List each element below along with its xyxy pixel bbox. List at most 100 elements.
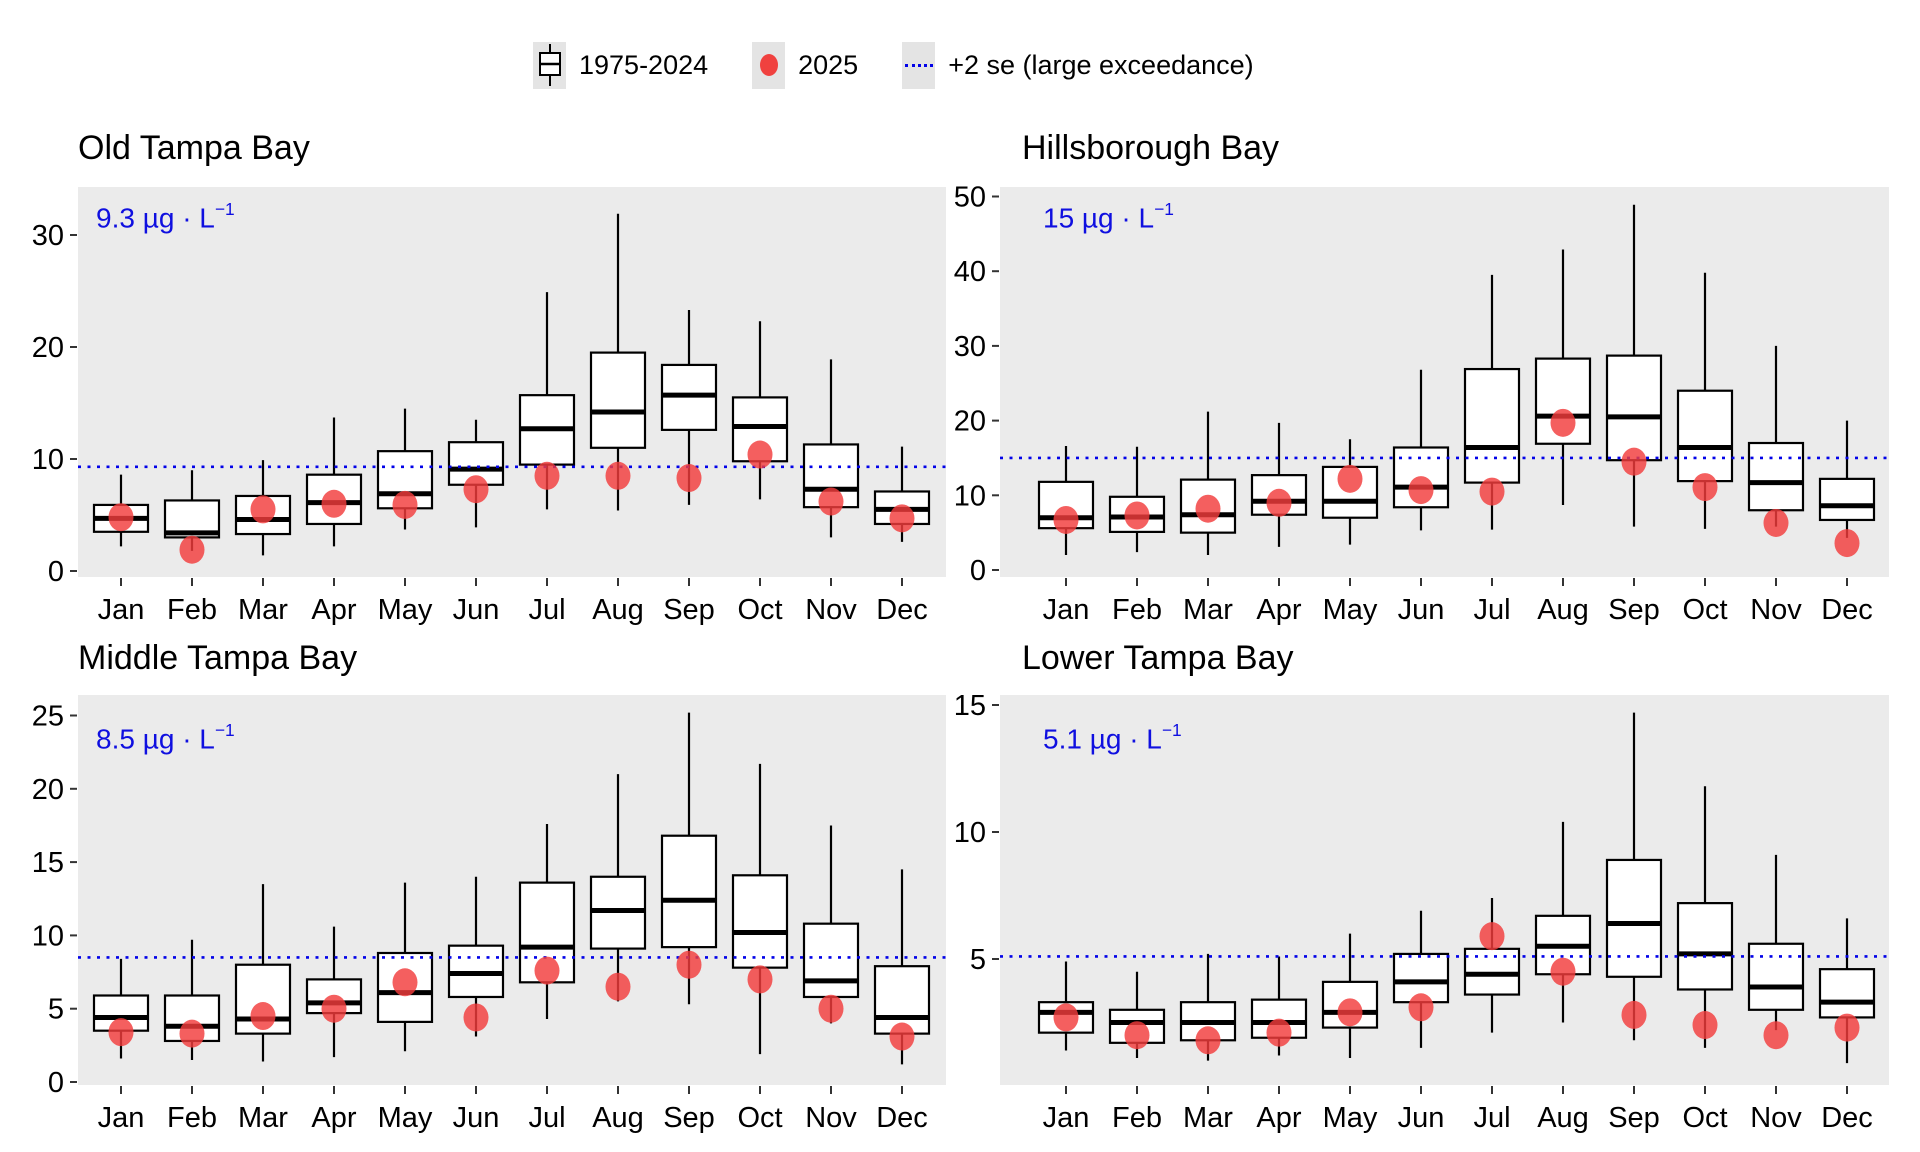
box-jul: [1463, 367, 1521, 484]
panel-title-middle-tampa-bay: Middle Tampa Bay: [78, 639, 358, 677]
dot-2025-mar: [1195, 494, 1221, 523]
dot-2025-jun: [1408, 993, 1434, 1022]
box-sep: [1605, 858, 1663, 978]
dot-2025-apr: [321, 994, 347, 1023]
x-tick-label-jan: Jan: [98, 594, 145, 626]
threshold-label-hillsborough-bay: 15 µg · L−1: [1043, 199, 1174, 234]
box-nov: [1747, 942, 1805, 1011]
dot-2025-jul: [1479, 477, 1505, 506]
y-tick-label: 20: [32, 332, 64, 364]
x-tick-label-feb: Feb: [167, 594, 217, 626]
x-tick-label-jul: Jul: [528, 1102, 565, 1134]
dot-2025-aug: [1550, 408, 1576, 437]
dot-2025-apr: [321, 489, 347, 518]
y-tick-label: 0: [48, 1067, 64, 1099]
panel-title-hillsborough-bay: Hillsborough Bay: [1022, 129, 1280, 167]
dot-2025-oct: [1692, 473, 1718, 502]
dot-2025-mar: [1195, 1026, 1221, 1055]
x-tick-label-aug: Aug: [592, 594, 644, 626]
dot-2025-dec: [1834, 529, 1860, 558]
legend-item-historic: 1975-2024: [533, 41, 708, 89]
dot-2025-may: [1337, 464, 1363, 493]
legend-item-threshold: +2 se (large exceedance): [902, 41, 1254, 89]
legend-item-2025: 2025: [752, 41, 859, 89]
dot-2025-jan: [108, 503, 134, 532]
dot-2025-jun: [1408, 476, 1434, 505]
dot-2025-dec: [889, 504, 915, 533]
x-tick-label-jul: Jul: [528, 594, 565, 626]
x-tick-label-sep: Sep: [663, 594, 715, 626]
dot-2025-jan: [1053, 505, 1079, 534]
x-tick-label-oct: Oct: [737, 1102, 782, 1134]
x-tick-label-nov: Nov: [805, 1102, 857, 1134]
panel-background: [78, 187, 946, 577]
dot-2025-oct: [1692, 1011, 1718, 1040]
dot-2025-feb: [179, 1019, 205, 1048]
box-dec: [1818, 477, 1876, 522]
dot-key-icon: [752, 41, 786, 89]
box-oct: [731, 874, 789, 969]
y-tick-label: 5: [970, 944, 986, 976]
box-sep: [660, 834, 718, 949]
y-tick-label: 5: [48, 994, 64, 1026]
dot-2025-jul: [1479, 922, 1505, 951]
x-tick-label-jun: Jun: [1398, 1102, 1445, 1134]
y-tick-label: 10: [954, 817, 986, 849]
dotted-line-key-icon: [902, 41, 936, 89]
dot-2025-jul: [534, 956, 560, 985]
x-tick-label-jun: Jun: [1398, 594, 1445, 626]
y-tick-label: 30: [32, 220, 64, 252]
boxplot-key-icon: [533, 41, 566, 89]
dot-2025-nov: [818, 994, 844, 1023]
box-oct: [1676, 389, 1734, 483]
dot-2025-sep: [1621, 447, 1647, 476]
y-tick-label: 0: [48, 556, 64, 588]
dot-2025-may: [1337, 998, 1363, 1027]
legend: 1975-2024 2025 +2 se (large exceedance): [533, 40, 1254, 90]
box-oct: [1676, 902, 1734, 991]
dot-2025-jan: [108, 1018, 134, 1047]
x-tick-label-may: May: [378, 594, 433, 626]
box-nov: [802, 922, 860, 999]
panel-background: [78, 695, 946, 1085]
x-tick-label-mar: Mar: [1183, 1102, 1233, 1134]
legend-label-2025: 2025: [798, 49, 859, 80]
dot-2025-nov: [818, 487, 844, 516]
box-aug: [589, 351, 647, 449]
x-tick-label-jan: Jan: [98, 1102, 145, 1134]
y-tick-label: 15: [954, 690, 986, 722]
y-tick-label: 10: [32, 444, 64, 476]
x-tick-label-may: May: [1323, 594, 1378, 626]
dot-2025-sep: [676, 464, 702, 493]
dot-2025-jun: [463, 1003, 489, 1032]
dot-2025-dec: [1834, 1013, 1860, 1042]
x-tick-label-dec: Dec: [1821, 1102, 1873, 1134]
dot-2025-may: [392, 490, 418, 519]
dot-2025-dec: [889, 1022, 915, 1051]
x-tick-label-feb: Feb: [167, 1102, 217, 1134]
x-tick-label-sep: Sep: [663, 1102, 715, 1134]
y-tick-label: 15: [32, 847, 64, 879]
dot-2025-sep: [676, 950, 702, 979]
dot-2025-mar: [250, 495, 276, 524]
dot-2025-apr: [1266, 488, 1292, 517]
x-tick-label-may: May: [378, 1102, 433, 1134]
dot-2025-oct: [747, 965, 773, 994]
x-tick-label-mar: Mar: [1183, 594, 1233, 626]
dot-2025-may: [392, 968, 418, 997]
y-tick-label: 20: [32, 774, 64, 806]
box-jul: [1463, 947, 1521, 996]
dot-2025-feb: [179, 535, 205, 564]
x-tick-label-jun: Jun: [453, 594, 500, 626]
x-tick-label-aug: Aug: [592, 1102, 644, 1134]
dot-2025-aug: [605, 461, 631, 490]
box-nov: [1747, 441, 1805, 512]
x-tick-label-jun: Jun: [453, 1102, 500, 1134]
x-tick-label-aug: Aug: [1537, 594, 1589, 626]
dot-2025-aug: [605, 972, 631, 1001]
dotted-line-glyph: [904, 63, 933, 67]
dot-2025-jan: [1053, 1003, 1079, 1032]
x-tick-label-aug: Aug: [1537, 1102, 1589, 1134]
